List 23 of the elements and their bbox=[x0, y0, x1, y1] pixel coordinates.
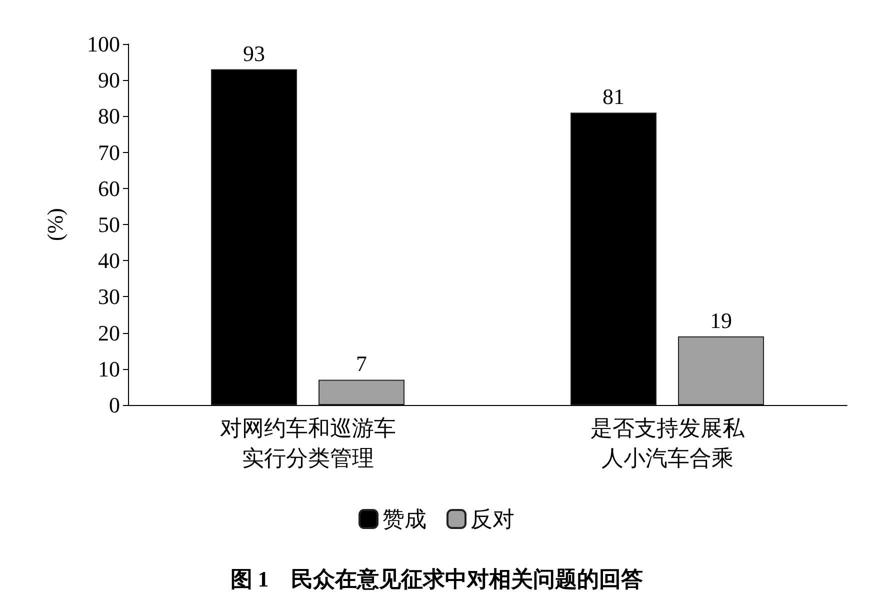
y-tick-label: 0 bbox=[109, 392, 120, 418]
y-tick-label: 70 bbox=[98, 140, 120, 165]
x-tick-label: 是否支持发展私人小汽车合乘 bbox=[590, 416, 746, 470]
data-label: 7 bbox=[356, 351, 367, 376]
y-tick-label: 80 bbox=[98, 104, 120, 129]
bar bbox=[678, 336, 764, 405]
y-tick-label: 20 bbox=[98, 320, 120, 346]
y-tick-label: 100 bbox=[87, 32, 120, 56]
y-tick-label: 90 bbox=[98, 68, 120, 93]
legend-label: 反对 bbox=[470, 506, 514, 532]
data-label: 93 bbox=[243, 40, 265, 66]
y-tick-label: 10 bbox=[98, 356, 120, 382]
data-label: 19 bbox=[710, 308, 732, 333]
y-tick-label: 30 bbox=[98, 284, 120, 310]
y-axis-title: (%) bbox=[42, 208, 68, 241]
legend-label: 赞成 bbox=[382, 506, 426, 532]
text: 图 1 民众在意见征求中对相关问题的回答 bbox=[230, 566, 643, 592]
data-label: 81 bbox=[602, 84, 624, 110]
x-tick-label: 对网约车和巡游车实行分类管理 bbox=[220, 416, 396, 470]
y-tick-label: 60 bbox=[98, 176, 120, 201]
bar bbox=[318, 380, 404, 405]
y-tick-label: 40 bbox=[98, 248, 120, 274]
y-tick-label: 50 bbox=[98, 212, 120, 237]
